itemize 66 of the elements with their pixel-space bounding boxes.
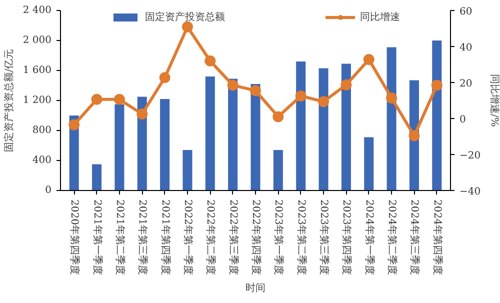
point	[363, 54, 374, 65]
point	[159, 72, 170, 84]
point	[204, 55, 216, 66]
x-tick-label: 2021年第三季度	[136, 200, 149, 275]
x-tick-label: 2023年第四季度	[340, 200, 353, 275]
point	[340, 79, 352, 90]
x-tick-label: 2022年第二季度	[204, 200, 217, 275]
point	[136, 108, 148, 120]
legend-label: 同比增速	[360, 10, 400, 24]
x-tick-label: 2022年第三季度	[227, 200, 240, 275]
point	[91, 94, 102, 105]
bar	[341, 64, 351, 190]
point	[250, 85, 261, 96]
x-tick-label: 2021年第一季度	[91, 200, 104, 275]
point	[272, 111, 284, 122]
point	[408, 130, 420, 142]
point	[386, 92, 398, 104]
x-tick-label: 2024年第四季度	[431, 200, 444, 275]
y2-tick-label: −20	[460, 150, 481, 162]
bar	[160, 99, 170, 190]
y-tick-label: 2 400	[22, 5, 52, 16]
y-tick-label: 800	[32, 125, 52, 136]
bar	[318, 68, 328, 190]
bar	[386, 47, 396, 190]
x-tick-label: 2023年第二季度	[295, 200, 308, 275]
bar	[296, 62, 306, 190]
x-tick-label: 2020年第四季度	[68, 200, 81, 275]
x-tick-label: 2023年第一季度	[272, 200, 285, 275]
x-tick-label: 2022年第四季度	[250, 200, 262, 275]
y-axis-title: 固定资产投资总额/亿元	[2, 48, 15, 152]
y2-axis-title: 同比增速/%	[488, 74, 500, 127]
y-tick-label: 1 600	[22, 65, 52, 76]
bar	[205, 76, 215, 190]
x-tick-label: 2022年第一季度	[182, 200, 194, 275]
point	[68, 119, 80, 130]
y2-tick-label: 0	[460, 114, 466, 126]
x-tick-label: 2024年第二季度	[386, 200, 398, 275]
bar	[114, 104, 124, 190]
bar	[92, 164, 102, 190]
bar	[250, 84, 260, 190]
x-axis-title: 时间	[246, 282, 266, 294]
point	[431, 80, 442, 91]
point	[318, 96, 330, 108]
y-tick-label: 0	[45, 185, 52, 196]
x-tick-label: 2024年第三季度	[408, 200, 421, 275]
bar	[432, 40, 442, 190]
y-tick-label: 2 000	[22, 35, 52, 46]
y2-tick-label: 40	[460, 42, 472, 54]
x-tick-label: 2021年第二季度	[114, 200, 126, 275]
y2-tick-label: −40	[460, 186, 481, 198]
y-tick-label: 400	[32, 155, 52, 166]
bar	[182, 150, 192, 190]
point	[295, 90, 306, 102]
x-tick-label: 2024年第一季度	[363, 200, 376, 275]
point	[227, 80, 238, 91]
point	[182, 21, 193, 32]
y-tick-label: 1 200	[22, 95, 52, 106]
bar	[364, 137, 374, 190]
bar	[273, 150, 283, 190]
point	[114, 94, 125, 105]
x-tick-label: 2021年第四季度	[159, 200, 172, 275]
y2-tick-label: 20	[460, 78, 472, 90]
x-tick-label: 2023年第三季度	[318, 200, 330, 275]
bar	[228, 78, 238, 190]
legend-label: 固定资产投资总额	[145, 10, 225, 24]
y2-tick-label: 60	[460, 6, 472, 18]
